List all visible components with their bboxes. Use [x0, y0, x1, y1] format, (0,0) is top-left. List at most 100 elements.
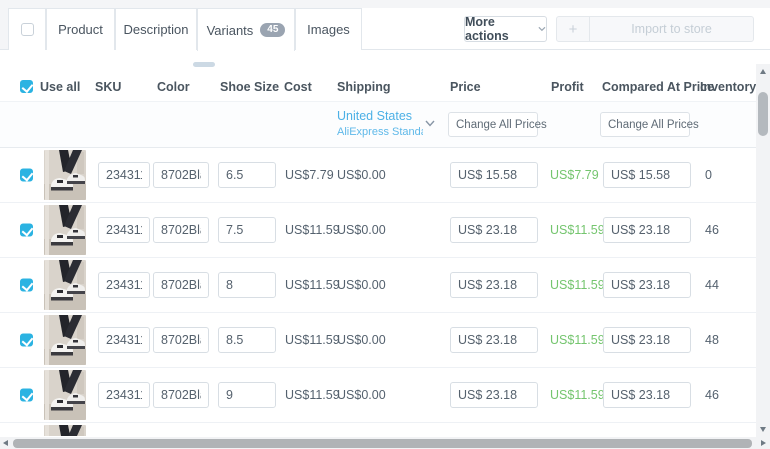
color-input[interactable] — [153, 162, 209, 188]
tab-label: Product — [58, 22, 103, 37]
profit-value: US$11.59 — [550, 388, 605, 402]
change-all-prices-select[interactable]: Change All Prices — [448, 112, 547, 137]
shipping-country-link[interactable]: United States — [337, 109, 413, 123]
shoe-size-input[interactable] — [218, 327, 276, 353]
import-to-store-button[interactable]: + Import to store — [556, 16, 754, 42]
change-all-compared-prices-select[interactable]: Change All Prices — [600, 112, 699, 137]
bulk-actions-row: United States AliExpress Standard ... Ch… — [0, 101, 756, 148]
compared-at-price-input[interactable] — [603, 217, 691, 243]
scroll-down-icon[interactable] — [760, 427, 766, 432]
select-product-checkbox[interactable] — [20, 23, 34, 36]
sku-input[interactable] — [98, 217, 150, 243]
scroll-left-icon[interactable] — [3, 440, 8, 446]
sku-input[interactable] — [98, 272, 150, 298]
compared-at-price-input[interactable] — [603, 162, 691, 188]
col-shipping: Shipping — [337, 80, 391, 94]
shoe-size-input[interactable] — [218, 162, 276, 188]
variant-row: US$11.59 US$0.00 US$11.59 46 — [0, 368, 756, 423]
col-price: Price — [450, 80, 481, 94]
more-actions-button[interactable]: More actions — [464, 15, 547, 43]
variant-row: US$11.59 US$0.00 US$11.59 48 — [0, 313, 756, 368]
price-input[interactable] — [450, 327, 538, 353]
left-strip — [0, 8, 8, 50]
inventory-value: 46 — [705, 223, 719, 237]
plus-icon: + — [568, 20, 578, 38]
variants-table-header: Use all SKU Color Shoe Size Cost Shippin… — [0, 76, 756, 101]
product-thumbnail — [44, 205, 86, 255]
variant-checkbox[interactable] — [20, 333, 33, 347]
shipping-value: US$0.00 — [337, 168, 386, 182]
top-strip — [0, 0, 770, 8]
color-input[interactable] — [153, 327, 209, 353]
col-shoe-size: Shoe Size — [220, 80, 280, 94]
vertical-scrollbar[interactable] — [756, 64, 770, 437]
shoe-size-input[interactable] — [218, 217, 276, 243]
tab-label: Images — [307, 22, 350, 37]
scroll-right-icon[interactable] — [761, 440, 766, 446]
select-product-checkbox-cell[interactable] — [8, 8, 46, 50]
col-profit: Profit — [551, 80, 584, 94]
tab-description[interactable]: Description — [115, 8, 197, 50]
horizontal-scroll-thumb[interactable] — [13, 438, 752, 448]
col-sku: SKU — [95, 80, 122, 94]
cost-value: US$11.59 — [285, 278, 340, 292]
profit-value: US$7.79 — [550, 168, 599, 182]
cost-value: US$11.59 — [285, 333, 340, 347]
more-actions-label: More actions — [465, 15, 509, 43]
price-input[interactable] — [450, 217, 538, 243]
import-to-store-label: Import to store — [631, 22, 712, 36]
product-thumbnail — [44, 150, 86, 200]
tab-label: Variants — [206, 22, 254, 38]
color-input[interactable] — [153, 217, 209, 243]
inventory-value: 0 — [705, 168, 712, 182]
variant-checkbox[interactable] — [20, 223, 33, 237]
horizontal-scrollbar[interactable] — [0, 437, 770, 449]
tab-variants[interactable]: Variants 45 — [197, 8, 295, 51]
vertical-scroll-thumb[interactable] — [758, 92, 768, 136]
scroll-up-icon[interactable] — [760, 69, 766, 74]
shipping-value: US$0.00 — [337, 223, 386, 237]
col-cost: Cost — [284, 80, 312, 94]
variant-checkbox[interactable] — [20, 278, 33, 292]
product-thumbnail — [44, 315, 86, 365]
tab-images[interactable]: Images — [295, 8, 362, 50]
cost-value: US$11.59 — [285, 388, 340, 402]
variant-row-clipped — [0, 423, 756, 436]
price-input[interactable] — [450, 162, 538, 188]
shipping-method-link[interactable]: AliExpress Standard ... — [337, 126, 423, 138]
tabbar-border — [0, 49, 770, 50]
variant-checkbox[interactable] — [20, 168, 33, 182]
compared-at-price-input[interactable] — [603, 327, 691, 353]
profit-value: US$11.59 — [550, 333, 605, 347]
shipping-value: US$0.00 — [337, 278, 386, 292]
col-use-all: Use all — [40, 80, 81, 94]
shoe-size-input[interactable] — [218, 272, 276, 298]
sku-input[interactable] — [98, 162, 150, 188]
col-color: Color — [157, 80, 190, 94]
chevron-down-icon — [538, 26, 546, 32]
compared-at-price-input[interactable] — [603, 382, 691, 408]
color-input[interactable] — [153, 272, 209, 298]
shoe-size-input[interactable] — [218, 382, 276, 408]
tab-product[interactable]: Product — [46, 8, 115, 50]
sku-input[interactable] — [98, 382, 150, 408]
shipping-chevron-down-icon[interactable] — [425, 120, 435, 127]
variant-row: US$11.59 US$0.00 US$11.59 46 — [0, 203, 756, 258]
shipping-value: US$0.00 — [337, 388, 386, 402]
product-thumbnail — [44, 370, 86, 420]
sku-input[interactable] — [98, 327, 150, 353]
col-inventory: Inventory — [700, 80, 757, 94]
inventory-value: 48 — [705, 333, 719, 347]
change-all-prices-label: Change All Prices — [456, 118, 547, 131]
product-thumbnail — [44, 425, 86, 436]
price-input[interactable] — [450, 382, 538, 408]
inventory-value: 44 — [705, 278, 719, 292]
color-input[interactable] — [153, 382, 209, 408]
table-body: US$7.79 US$0.00 US$7.79 0 US$11.59 US$0.… — [0, 148, 756, 436]
use-all-checkbox[interactable] — [20, 80, 33, 93]
price-input[interactable] — [450, 272, 538, 298]
col-compared-at-price: Compared At Price — [602, 80, 715, 94]
variant-checkbox[interactable] — [20, 388, 33, 402]
compared-at-price-input[interactable] — [603, 272, 691, 298]
